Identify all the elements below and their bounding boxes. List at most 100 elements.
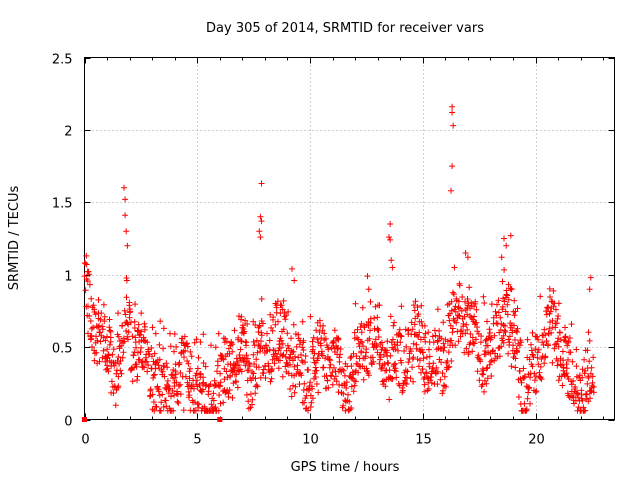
- data-point: [250, 338, 257, 345]
- data-point: [331, 327, 338, 334]
- data-point: [569, 358, 576, 365]
- data-point: [477, 358, 484, 365]
- data-point: [375, 327, 382, 334]
- data-point: [408, 319, 415, 326]
- data-point: [500, 332, 507, 339]
- data-point: [555, 335, 562, 342]
- data-point: [200, 360, 207, 366]
- data-point: [191, 385, 197, 392]
- data-point: [122, 311, 129, 318]
- data-point: [191, 339, 198, 346]
- data-point: [305, 407, 311, 414]
- data-point: [337, 351, 344, 358]
- data-point: [364, 273, 371, 280]
- data-point: [405, 327, 412, 334]
- data-point: [318, 348, 325, 355]
- data-point: [122, 212, 129, 219]
- data-point: [557, 336, 564, 343]
- square-marker: [82, 417, 87, 422]
- data-point: [330, 337, 337, 344]
- data-point: [250, 351, 257, 358]
- data-point: [282, 363, 289, 370]
- data-point: [365, 372, 372, 379]
- data-point: [151, 371, 158, 378]
- data-point: [447, 310, 453, 317]
- data-point: [553, 320, 560, 327]
- data-point: [188, 382, 195, 389]
- data-point: [118, 370, 125, 377]
- data-point: [255, 341, 262, 348]
- data-point: [96, 358, 103, 365]
- data-point: [86, 281, 93, 288]
- data-point: [537, 293, 544, 300]
- data-point: [196, 382, 203, 389]
- data-point: [448, 298, 455, 305]
- data-point: [531, 377, 538, 384]
- data-point: [249, 374, 256, 381]
- data-point: [333, 378, 340, 385]
- data-point: [543, 338, 550, 344]
- data-point: [503, 291, 510, 298]
- data-point: [217, 370, 224, 377]
- data-point: [508, 286, 515, 293]
- x-tick-label: 15: [415, 433, 432, 448]
- data-point: [473, 319, 480, 326]
- data-point: [546, 285, 553, 292]
- data-point: [137, 349, 144, 355]
- data-point: [340, 390, 347, 397]
- data-point: [212, 344, 219, 351]
- data-point: [483, 365, 490, 372]
- data-point: [410, 302, 417, 309]
- data-point: [359, 304, 366, 311]
- data-point: [410, 378, 417, 385]
- data-point: [498, 343, 505, 350]
- data-point: [415, 311, 422, 318]
- data-point: [426, 353, 433, 360]
- data-point: [257, 213, 264, 220]
- data-point: [283, 312, 290, 319]
- data-point: [366, 335, 373, 342]
- data-point: [108, 378, 115, 385]
- data-point: [150, 372, 157, 379]
- data-point: [278, 302, 285, 309]
- data-point: [433, 364, 440, 371]
- data-point: [387, 313, 394, 320]
- data-point: [444, 301, 451, 308]
- data-point: [410, 340, 417, 347]
- data-point: [525, 389, 532, 396]
- data-point: [254, 383, 261, 390]
- data-point: [237, 346, 244, 353]
- data-point: [217, 379, 224, 386]
- data-point: [155, 388, 162, 395]
- data-point: [547, 308, 554, 315]
- data-point: [321, 330, 328, 337]
- data-point: [502, 329, 509, 335]
- data-point: [435, 337, 441, 344]
- data-point: [104, 346, 111, 353]
- data-point: [163, 403, 170, 410]
- data-point: [211, 377, 218, 384]
- data-point: [119, 354, 126, 361]
- data-point: [446, 363, 453, 370]
- data-point: [467, 331, 474, 337]
- data-point: [562, 324, 568, 331]
- data-point: [229, 394, 236, 401]
- data-point: [317, 342, 324, 349]
- data-point: [389, 375, 396, 382]
- data-point: [481, 300, 488, 306]
- data-point: [238, 313, 245, 320]
- data-point: [499, 303, 506, 310]
- data-point: [135, 321, 142, 328]
- data-point: [382, 383, 389, 390]
- data-point: [492, 308, 499, 315]
- data-point: [527, 400, 533, 407]
- grid: [84, 57, 615, 420]
- data-point: [336, 358, 343, 365]
- data-point: [544, 342, 551, 349]
- data-point: [195, 401, 202, 408]
- data-point: [484, 375, 491, 382]
- data-point: [421, 334, 428, 341]
- data-point: [254, 349, 261, 356]
- x-axis-title: GPS time / hours: [291, 460, 400, 475]
- data-point: [262, 375, 269, 381]
